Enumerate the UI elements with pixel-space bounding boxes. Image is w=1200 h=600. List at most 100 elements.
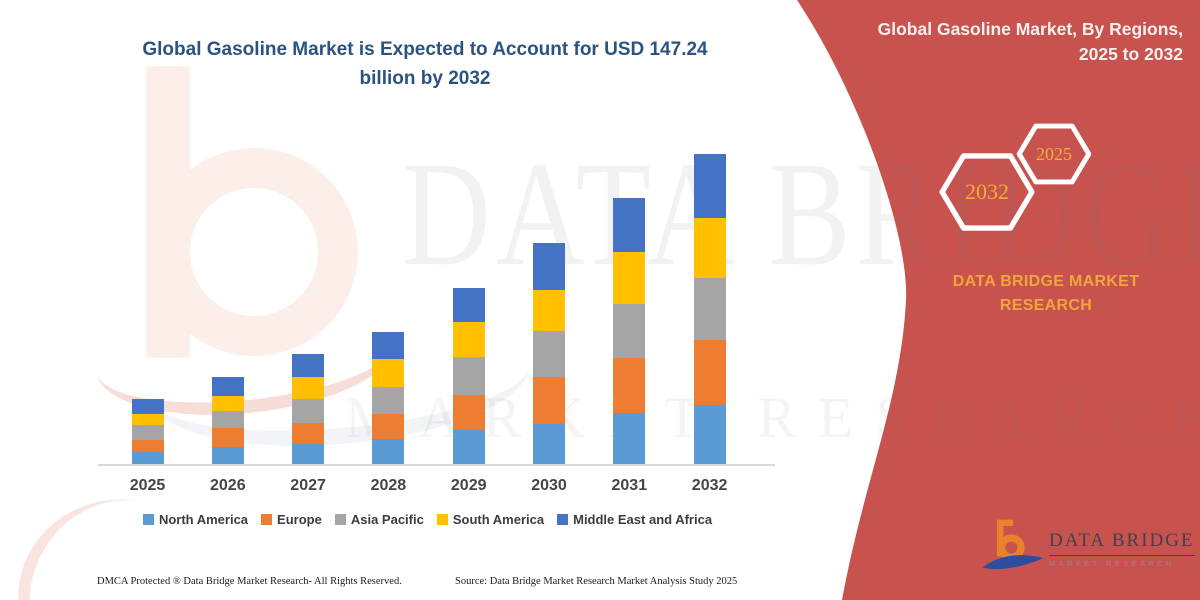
legend-item-asia-pacific: Asia Pacific bbox=[334, 512, 424, 527]
bar-segment-2025-north-america bbox=[131, 452, 164, 465]
bar-segment-2030-north-america bbox=[533, 424, 565, 465]
watermark-text-marketresearch: MARKET RESEARCH bbox=[345, 385, 1200, 450]
panel-title-line2: 2025 to 2032 bbox=[1078, 44, 1183, 65]
bar-segment-2029-south-america bbox=[452, 321, 485, 357]
chart-legend: North America Europe Asia Pacific South Ame… bbox=[95, 512, 760, 527]
legend-label: Middle East and Africa bbox=[573, 512, 713, 527]
x-axis-line bbox=[98, 464, 775, 466]
x-axis-label-2030: 2030 bbox=[531, 477, 567, 494]
bar-segment-2027-asia-pacific bbox=[292, 399, 325, 424]
bar-segment-2032-europe bbox=[693, 340, 726, 405]
bar-segment-2032-north-america bbox=[693, 405, 726, 465]
legend-item-europe: Europe bbox=[261, 512, 322, 527]
bar-segment-2031-middle-east-and-africa bbox=[613, 198, 646, 253]
bar-2030 bbox=[533, 243, 565, 465]
bar-2028 bbox=[372, 331, 405, 465]
bar-2027 bbox=[292, 354, 325, 465]
brand-text: DATA BRIDGE MARKET RESEARCH bbox=[915, 270, 1177, 318]
x-axis-label-2027: 2027 bbox=[290, 477, 326, 494]
legend-item-south-america: South America bbox=[436, 512, 545, 527]
bar-segment-2028-middle-east-and-africa bbox=[372, 331, 405, 360]
bar-segment-2032-south-america bbox=[693, 217, 726, 279]
bar-segment-2028-south-america bbox=[372, 359, 405, 387]
bar-segment-2032-asia-pacific bbox=[693, 278, 726, 340]
hexagon-2025-label: 2025 bbox=[1036, 143, 1072, 164]
bar-segment-2030-middle-east-and-africa bbox=[533, 243, 565, 290]
bar-2025 bbox=[131, 398, 164, 465]
bar-segment-2028-north-america bbox=[372, 439, 405, 465]
bar-2031 bbox=[613, 198, 646, 465]
bar-segment-2026-south-america bbox=[211, 395, 244, 411]
x-axis-label-2031: 2031 bbox=[611, 477, 648, 494]
logo-subtitle: MARKET RESEARCH bbox=[1049, 559, 1175, 568]
bar-segment-2030-south-america bbox=[533, 289, 565, 331]
legend-swatch-icon bbox=[557, 514, 569, 525]
x-axis-labels: 2025 2026 2027 2028 2029 2030 2031 2032 bbox=[0, 477, 1200, 499]
hexagon-outline-icon bbox=[1016, 123, 1092, 185]
hexagon-badge-2025: 2025 bbox=[1014, 123, 1094, 185]
bar-segment-2029-middle-east-and-africa bbox=[452, 287, 485, 322]
chart-title: Global Gasoline Market is Expected to Ac… bbox=[130, 36, 720, 93]
bar-segment-2027-europe bbox=[292, 423, 325, 445]
logo-text: DATA BRIDGE MARKET RESEARCH bbox=[1049, 530, 1195, 568]
bar-segment-2025-middle-east-and-africa bbox=[131, 398, 164, 415]
panel-title-line1: Global Gasoline Market, By Regions, bbox=[877, 19, 1183, 39]
bar-segment-2029-asia-pacific bbox=[452, 356, 485, 395]
bar-2026 bbox=[211, 376, 244, 465]
legend-swatch-icon bbox=[334, 514, 346, 525]
bar-segment-2026-europe bbox=[211, 427, 244, 447]
hexagon-badge-2032: 2032 bbox=[938, 152, 1036, 232]
legend-label: Europe bbox=[277, 512, 322, 527]
bar-2029 bbox=[452, 287, 485, 465]
bar-segment-2027-south-america bbox=[292, 376, 325, 400]
bar-segment-2029-europe bbox=[452, 394, 485, 430]
bar-segment-2027-middle-east-and-africa bbox=[292, 354, 325, 377]
bar-segment-2026-middle-east-and-africa bbox=[211, 376, 244, 396]
bar-segment-2032-middle-east-and-africa bbox=[693, 154, 726, 218]
panel-title: Global Gasoline Market, By Regions, 2025… bbox=[840, 17, 1183, 68]
legend-item-middle-east-and-africa: Middle East and Africa bbox=[557, 512, 712, 527]
hexagon-2032-label: 2032 bbox=[965, 179, 1009, 204]
bar-segment-2030-asia-pacific bbox=[533, 330, 565, 377]
x-axis-label-2025: 2025 bbox=[129, 477, 166, 494]
data-bridge-logo-icon bbox=[982, 519, 1044, 570]
bar-segment-2031-south-america bbox=[613, 252, 646, 305]
legend-swatch-icon bbox=[142, 514, 154, 525]
x-axis-label-2032: 2032 bbox=[691, 477, 728, 494]
data-bridge-logo: DATA BRIDGE MARKET RESEARCH bbox=[981, 512, 1195, 580]
footer-source-text: Source: Data Bridge Market Research Mark… bbox=[455, 576, 738, 587]
bar-segment-2028-europe bbox=[372, 414, 405, 440]
legend-label: South America bbox=[452, 512, 545, 527]
footer-dmca-text: DMCA Protected ® Data Bridge Market Rese… bbox=[97, 576, 402, 587]
brand-text-line2: RESEARCH bbox=[999, 297, 1093, 314]
bar-segment-2025-asia-pacific bbox=[131, 425, 164, 441]
bar-segment-2027-north-america bbox=[292, 444, 325, 465]
bar-segment-2025-south-america bbox=[131, 414, 164, 426]
x-axis-label-2026: 2026 bbox=[210, 477, 246, 494]
legend-swatch-icon bbox=[261, 514, 273, 525]
bar-segment-2028-asia-pacific bbox=[372, 386, 405, 415]
bar-segment-2026-north-america bbox=[211, 446, 244, 465]
bar-segment-2029-north-america bbox=[452, 429, 485, 465]
legend-label: North America bbox=[158, 512, 249, 527]
legend-label: Asia Pacific bbox=[350, 512, 424, 527]
legend-item-north-america: North America bbox=[142, 512, 249, 527]
brand-text-line1: DATA BRIDGE MARKET bbox=[952, 273, 1140, 290]
logo-name: DATA BRIDGE bbox=[1049, 530, 1195, 556]
bar-segment-2025-europe bbox=[131, 440, 164, 453]
x-axis-label-2029: 2029 bbox=[450, 477, 487, 494]
hexagon-outline-icon bbox=[939, 153, 1035, 231]
bar-segment-2031-asia-pacific bbox=[613, 304, 646, 359]
bar-segment-2031-north-america bbox=[613, 413, 646, 465]
bar-segment-2031-europe bbox=[613, 358, 646, 414]
x-axis-label-2028: 2028 bbox=[370, 477, 407, 494]
bar-segment-2030-europe bbox=[533, 376, 565, 424]
red-panel-shape bbox=[797, 0, 1200, 600]
bar-2032 bbox=[693, 154, 726, 465]
chart-title-line2: billion by 2032 bbox=[359, 67, 491, 89]
legend-swatch-icon bbox=[436, 514, 448, 525]
bar-segment-2026-asia-pacific bbox=[211, 410, 244, 428]
